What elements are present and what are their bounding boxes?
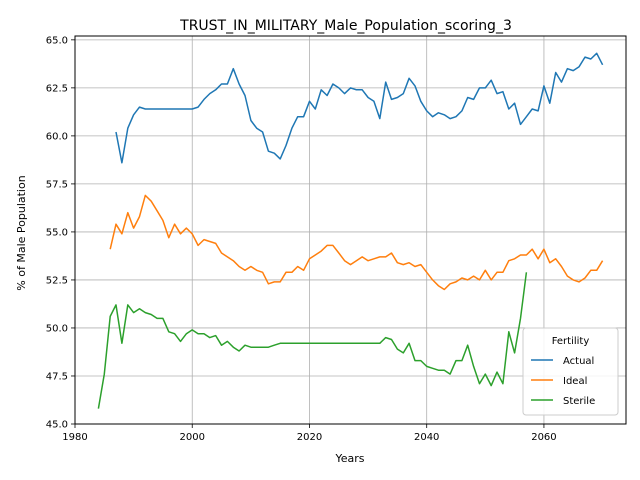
y-tick-label: 57.5 — [46, 179, 68, 190]
legend-box — [522, 327, 619, 416]
series-line-sterile — [97, 272, 528, 409]
x-tick-label: 2040 — [414, 432, 439, 443]
series-lines — [97, 52, 604, 409]
y-axis-label: % of Male Population — [15, 175, 28, 290]
y-tick-label: 65.0 — [46, 35, 68, 46]
x-axis-label: Years — [334, 452, 364, 465]
legend-label-sterile: Sterile — [563, 396, 595, 407]
series-line-actual — [115, 52, 604, 164]
x-tick-label: 1980 — [62, 432, 87, 443]
plot-frame — [74, 35, 627, 425]
legend-title: Fertility — [552, 336, 590, 347]
series-line-ideal — [109, 194, 604, 291]
y-tick-label: 62.5 — [46, 83, 68, 94]
y-tick-label: 45.0 — [46, 420, 68, 431]
legend: Fertility Actual Ideal Sterile — [522, 327, 619, 416]
y-tick-label: 60.0 — [46, 131, 68, 142]
x-tick-label: 2020 — [297, 432, 322, 443]
x-tick-label: 2000 — [180, 432, 205, 443]
y-tick-label: 55.0 — [46, 227, 68, 238]
legend-label-ideal: Ideal — [563, 376, 587, 387]
y-tick-label: 47.5 — [46, 371, 68, 382]
y-tick-label: 50.0 — [46, 323, 68, 334]
chart-title: TRUST_IN_MILITARY_Male_Population_scorin… — [179, 18, 512, 34]
x-tick-label: 2060 — [531, 432, 556, 443]
axes: 1980 2000 2020 2040 2060 45.0 47.5 50.0 52.5 55.0… — [46, 35, 557, 443]
legend-label-actual: Actual — [563, 356, 594, 367]
y-tick-label: 52.5 — [46, 275, 68, 286]
